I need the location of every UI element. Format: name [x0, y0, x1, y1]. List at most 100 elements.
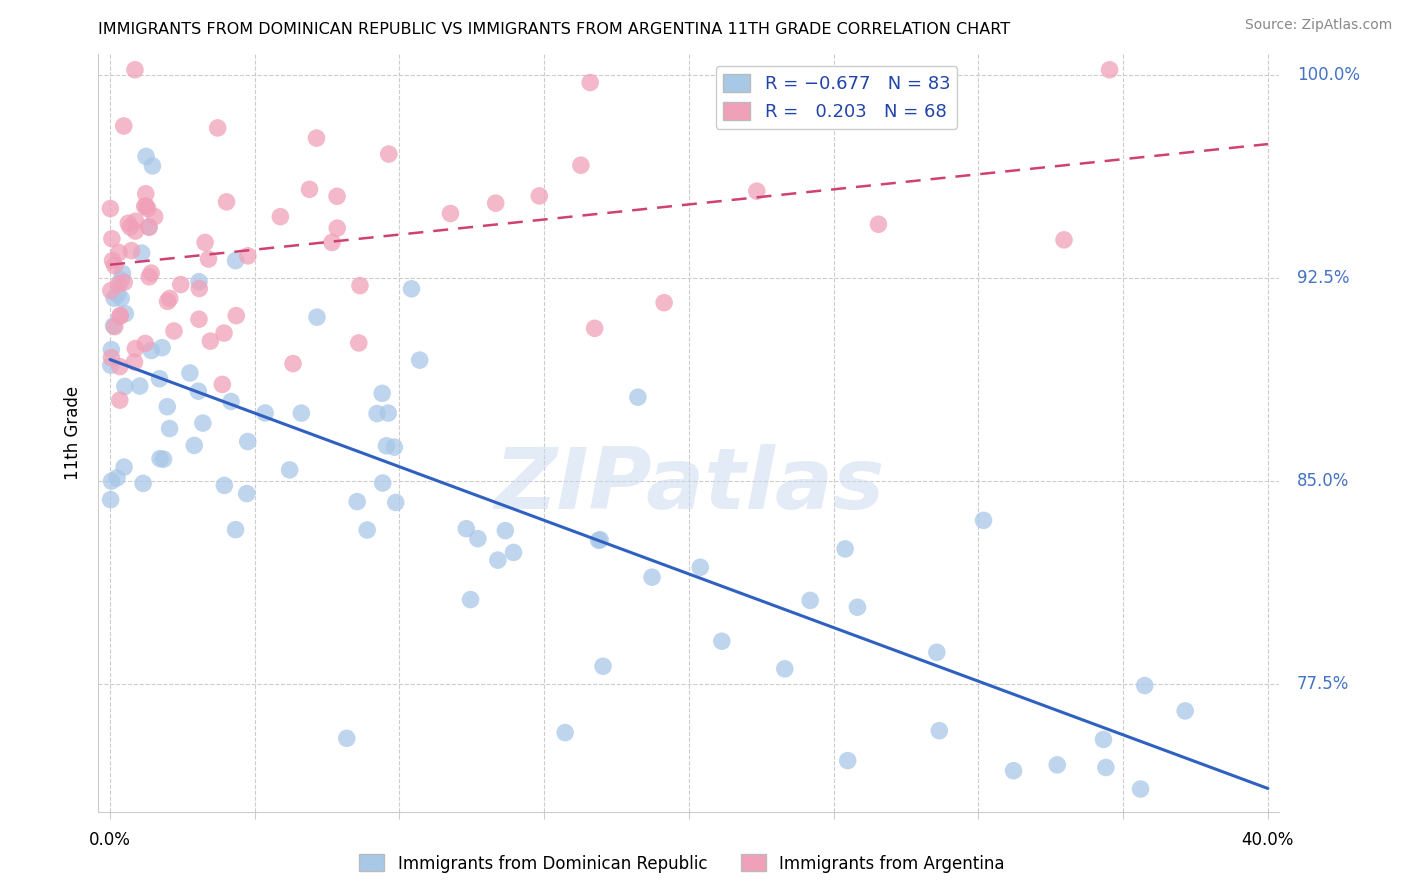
Point — [200, 334, 222, 348]
Point — [141, 343, 163, 358]
Point — [101, 253, 124, 268]
Point — [356, 523, 378, 537]
Point — [377, 406, 399, 420]
Point — [1174, 704, 1197, 718]
Point — [225, 253, 247, 268]
Point — [384, 495, 406, 509]
Point — [837, 754, 859, 768]
Point — [124, 224, 146, 238]
Point — [269, 210, 291, 224]
Point — [128, 379, 150, 393]
Point — [188, 281, 211, 295]
Point — [589, 533, 612, 547]
Point — [124, 355, 146, 369]
Point — [439, 206, 461, 220]
Point — [1095, 760, 1118, 774]
Point — [103, 318, 125, 333]
Point — [104, 319, 127, 334]
Point — [401, 282, 423, 296]
Point — [134, 199, 156, 213]
Text: Source: ZipAtlas.com: Source: ZipAtlas.com — [1244, 18, 1392, 32]
Point — [326, 221, 349, 235]
Point — [156, 294, 179, 309]
Point — [141, 266, 163, 280]
Point — [163, 324, 186, 338]
Point — [846, 600, 869, 615]
Point — [124, 62, 146, 77]
Point — [187, 384, 209, 399]
Point — [346, 494, 368, 508]
Legend: Immigrants from Dominican Republic, Immigrants from Argentina: Immigrants from Dominican Republic, Immi… — [353, 847, 1011, 880]
Point — [149, 451, 172, 466]
Point — [108, 245, 131, 260]
Point — [456, 522, 478, 536]
Point — [1046, 757, 1069, 772]
Text: 40.0%: 40.0% — [1241, 830, 1294, 848]
Point — [114, 307, 136, 321]
Point — [104, 259, 127, 273]
Point — [150, 341, 173, 355]
Point — [108, 309, 131, 323]
Point — [321, 235, 343, 250]
Point — [112, 460, 135, 475]
Point — [460, 592, 482, 607]
Point — [773, 662, 796, 676]
Point — [219, 394, 242, 409]
Point — [212, 326, 235, 340]
Point — [371, 476, 394, 491]
Point — [110, 292, 132, 306]
Point — [135, 186, 157, 201]
Point — [101, 232, 124, 246]
Point — [745, 184, 768, 198]
Point — [378, 147, 401, 161]
Point — [215, 194, 238, 209]
Point — [375, 439, 398, 453]
Point — [347, 335, 370, 350]
Point — [494, 524, 516, 538]
Point — [225, 523, 247, 537]
Point — [188, 275, 211, 289]
Point — [868, 217, 890, 231]
Point — [627, 390, 650, 404]
Point — [1002, 764, 1025, 778]
Point — [973, 513, 995, 527]
Point — [100, 351, 122, 365]
Point — [1133, 679, 1156, 693]
Point — [254, 406, 277, 420]
Point — [124, 214, 146, 228]
Text: 100.0%: 100.0% — [1296, 66, 1360, 84]
Point — [132, 476, 155, 491]
Point — [136, 202, 159, 216]
Point — [278, 463, 301, 477]
Point — [336, 731, 359, 746]
Point — [569, 158, 592, 172]
Point — [114, 379, 136, 393]
Y-axis label: 11th Grade: 11th Grade — [63, 385, 82, 480]
Point — [131, 246, 153, 260]
Point — [194, 235, 217, 250]
Point — [103, 291, 125, 305]
Text: 85.0%: 85.0% — [1296, 473, 1350, 491]
Point — [1129, 782, 1152, 797]
Point — [117, 216, 139, 230]
Point — [1092, 732, 1115, 747]
Point — [502, 545, 524, 559]
Point — [579, 76, 602, 90]
Point — [529, 189, 551, 203]
Point — [141, 159, 163, 173]
Point — [100, 474, 122, 488]
Point — [290, 406, 312, 420]
Point — [235, 486, 257, 500]
Text: 77.5%: 77.5% — [1296, 675, 1350, 693]
Point — [112, 119, 135, 133]
Point — [135, 149, 157, 163]
Point — [100, 202, 122, 216]
Point — [641, 570, 664, 584]
Point — [120, 220, 142, 235]
Point — [191, 416, 214, 430]
Point — [211, 377, 233, 392]
Point — [409, 353, 432, 368]
Point — [281, 357, 304, 371]
Point — [583, 321, 606, 335]
Point — [1098, 62, 1121, 77]
